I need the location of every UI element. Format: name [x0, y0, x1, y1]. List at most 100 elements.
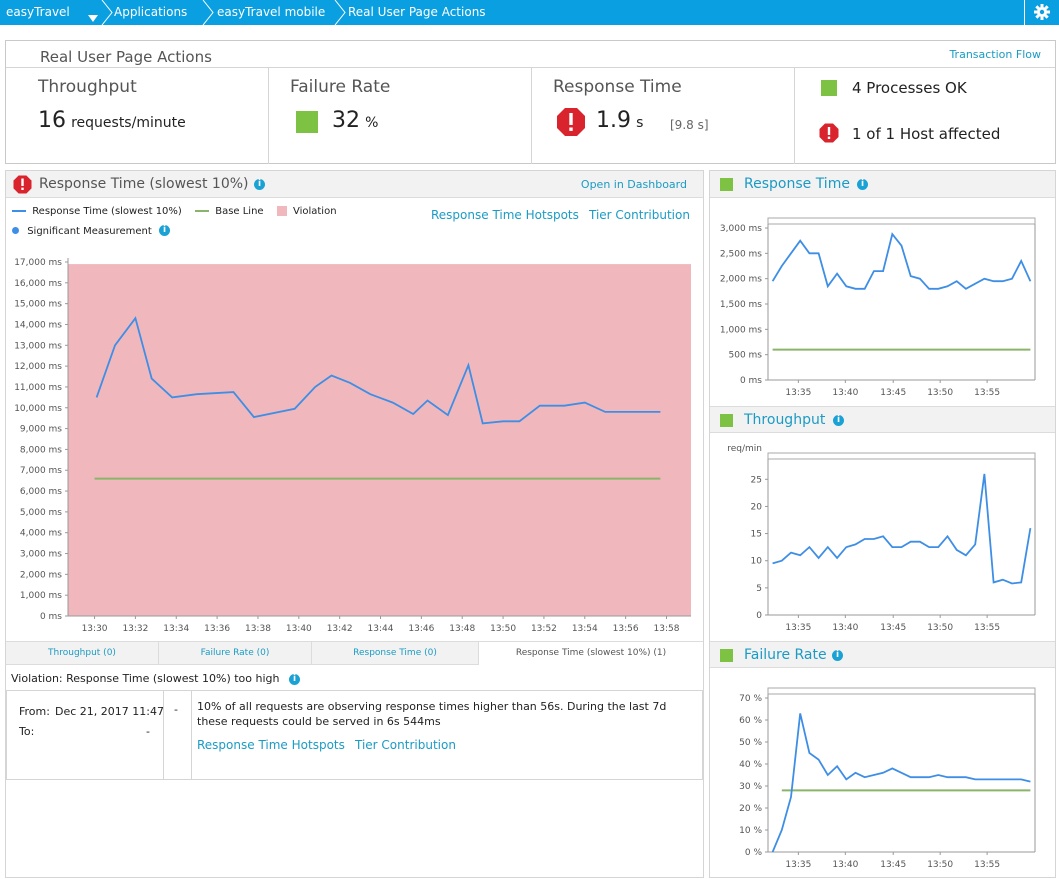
x-tick-label: 13:34: [163, 624, 189, 634]
metric-tabs: Throughput (0) Failure Rate (0) Response…: [6, 641, 703, 665]
info-icon[interactable]: i: [158, 225, 170, 236]
side-failure-rate-title[interactable]: Failure Rate: [744, 647, 827, 663]
x-tick-label: 13:56: [613, 624, 639, 634]
failure-rate-tile[interactable]: Failure Rate 32 %: [269, 68, 532, 164]
green-square-icon: [821, 80, 837, 96]
breadcrumb-separator-icon: [100, 0, 114, 25]
y-tick-label: 10 %: [739, 826, 762, 836]
response-time-value: 1.9: [596, 108, 631, 133]
divider: [6, 67, 1055, 68]
y-tick-label: 1,000 ms: [20, 591, 62, 601]
tab-response-time[interactable]: Response Time (0): [312, 642, 479, 665]
legend-significant-dot: [12, 227, 19, 234]
side-response-time-header: Response Time i: [710, 171, 1055, 198]
legend-baseline-label: Base Line: [215, 206, 264, 217]
violation-tier-link[interactable]: Tier Contribution: [355, 738, 456, 752]
x-tick-label: 13:58: [654, 624, 680, 634]
throughput-tile[interactable]: Throughput 16 requests/minute: [6, 68, 269, 164]
y-tick-label: 15: [751, 530, 762, 540]
y-tick-label: 6,000 ms: [20, 487, 62, 497]
chart-top-band: [767, 452, 1036, 460]
y-tick-label: 13,000 ms: [14, 341, 62, 351]
failure-rate-unit: %: [365, 115, 379, 131]
x-tick-label: 13:35: [785, 623, 811, 633]
x-tick-label: 13:38: [245, 624, 271, 634]
x-tick-label: 13:50: [927, 388, 953, 398]
main-panel-title: Response Time (slowest 10%): [39, 176, 249, 192]
tab-throughput[interactable]: Throughput (0): [6, 642, 159, 665]
caret-down-icon[interactable]: [88, 8, 98, 27]
breadcrumb-easytravel-mobile[interactable]: easyTravel mobile: [217, 5, 326, 19]
y-tick-label: 3,000 ms: [20, 550, 62, 560]
legend-violation-label: Violation: [292, 206, 337, 217]
response-time-tile[interactable]: Response Time 1.9 s [9.8 s]: [532, 68, 795, 164]
side-failure-rate-chart[interactable]: 0 % 10 % 20 % 30 % 40 % 50 % 60 % 70 % 13:35 13:4…: [710, 668, 1055, 878]
chart-top-band: [767, 687, 1036, 695]
info-icon[interactable]: i: [289, 673, 300, 685]
violation-details-box: From: Dec 21, 2017 11:47 To: - - 10% of …: [6, 690, 703, 780]
series-line: [772, 473, 1032, 585]
y-tick-label: 16,000 ms: [14, 279, 62, 289]
violation-description: 10% of all requests are observing respon…: [197, 700, 667, 728]
x-tick-label: 13:50: [927, 623, 953, 633]
violation-hotspots-link[interactable]: Response Time Hotspots: [197, 738, 345, 752]
transaction-flow-link[interactable]: Transaction Flow: [949, 48, 1041, 61]
throughput-unit: requests/minute: [71, 115, 186, 131]
violation-dash: -: [174, 703, 178, 716]
hosts-status[interactable]: 1 of 1 Host affected: [852, 125, 1001, 143]
breadcrumb-applications[interactable]: Applications: [114, 5, 188, 19]
from-value: Dec 21, 2017 11:47: [55, 705, 164, 718]
y-tick-label: 1,500 ms: [720, 300, 762, 310]
side-throughput-chart[interactable]: 0 5 10 15 20 25 13:35 13:40 13:45 13:50 13:55 req/m…: [710, 433, 1055, 639]
response-time-slowest-value: [9.8 s]: [670, 118, 709, 132]
y-tick-label: 17,000 ms: [14, 258, 62, 268]
y-tick-label: 12,000 ms: [14, 362, 62, 372]
y-tick-label: 20 %: [739, 804, 762, 814]
response-time-unit: s: [636, 115, 644, 131]
failure-rate-value: 32: [332, 108, 360, 133]
y-tick-label: 10,000 ms: [14, 404, 62, 414]
response-time-hotspots-link[interactable]: Response Time Hotspots: [431, 208, 579, 222]
settings-button[interactable]: [1024, 0, 1059, 25]
response-time-slowest-chart[interactable]: 0 ms 1,000 ms 2,000 ms 3,000 ms 4,000 ms 5,00…: [6, 250, 703, 640]
y-tick-label: 50 %: [739, 738, 762, 748]
violation-band: [68, 264, 691, 616]
y-tick-label: 2,000 ms: [720, 275, 762, 285]
tab-failure-rate[interactable]: Failure Rate (0): [159, 642, 312, 665]
info-icon[interactable]: i: [857, 179, 868, 190]
error-octagon-icon: [557, 108, 585, 136]
y-tick-label: 1,000 ms: [720, 325, 762, 335]
summary-title: Real User Page Actions: [40, 48, 212, 66]
y-tick-label: 5,000 ms: [20, 508, 62, 518]
info-icon[interactable]: i: [832, 650, 843, 661]
side-throughput-title[interactable]: Throughput: [744, 412, 826, 428]
side-panels: [709, 170, 1056, 878]
response-time-label: Response Time: [553, 77, 682, 97]
side-response-time-title[interactable]: Response Time: [744, 176, 850, 192]
info-icon[interactable]: i: [833, 415, 844, 426]
breadcrumb-separator-icon: [201, 0, 215, 25]
breadcrumb-real-user-page-actions: Real User Page Actions: [348, 5, 486, 19]
to-value: -: [146, 725, 150, 738]
y-tick-label: 7,000 ms: [20, 466, 62, 476]
legend-significant-label: Significant Measurement: [27, 225, 152, 237]
tier-contribution-link[interactable]: Tier Contribution: [589, 208, 690, 222]
breadcrumb-easytravel[interactable]: easyTravel: [6, 5, 70, 19]
open-in-dashboard-link[interactable]: Open in Dashboard: [580, 178, 687, 191]
processes-status[interactable]: 4 Processes OK: [852, 79, 967, 97]
error-octagon-icon: [819, 123, 839, 143]
x-tick-label: 13:45: [880, 388, 906, 398]
chart-legend: Response Time (slowest 10%) Base Line Vi…: [12, 206, 337, 217]
health-tile: 4 Processes OK 1 of 1 Host affected: [795, 68, 1055, 164]
x-tick-label: 13:30: [82, 624, 108, 634]
x-tick-label: 13:55: [974, 388, 1000, 398]
to-label: To:: [19, 725, 35, 738]
info-icon[interactable]: i: [254, 179, 265, 190]
x-tick-label: 13:46: [408, 624, 434, 634]
x-tick-label: 13:40: [286, 624, 312, 634]
side-failure-rate-header: Failure Rate i: [710, 641, 1055, 668]
x-tick-label: 13:45: [880, 860, 906, 870]
tab-response-time-slowest[interactable]: Response Time (slowest 10%) (1): [479, 642, 703, 665]
side-response-time-chart[interactable]: 0 ms 500 ms 1,000 ms 1,500 ms 2,000 ms 2,500 …: [710, 198, 1055, 404]
divider: [163, 691, 164, 779]
